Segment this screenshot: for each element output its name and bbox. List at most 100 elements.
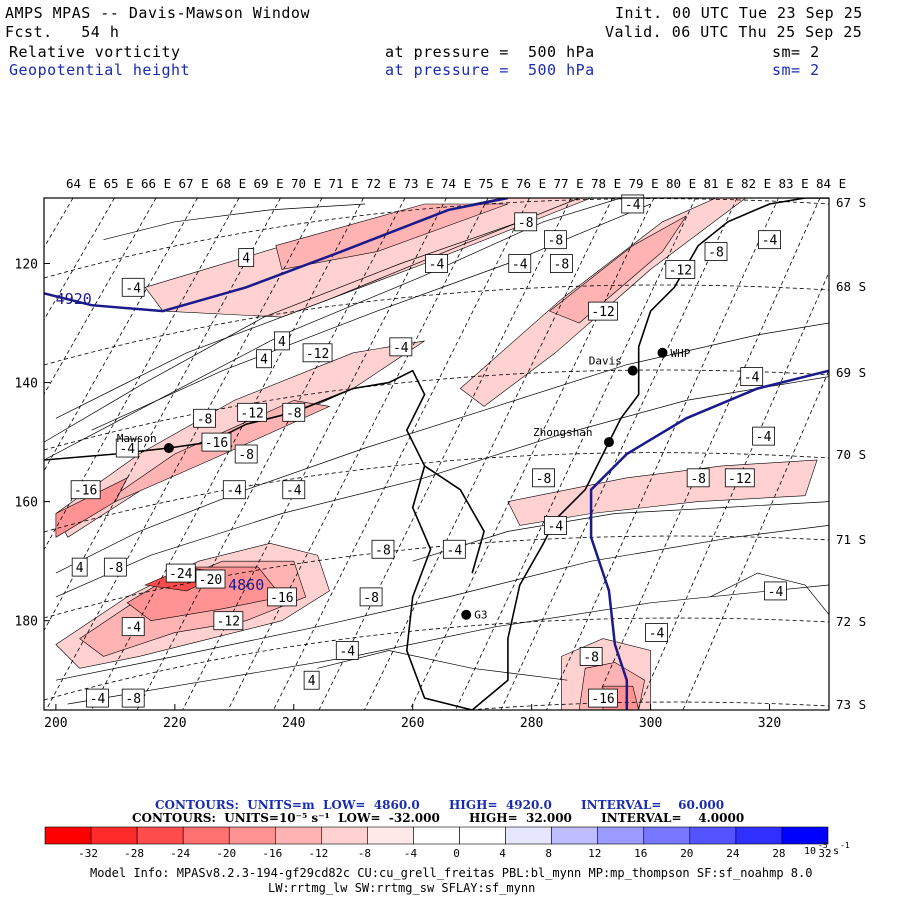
colorbar-units-suffix-exponent: -1 [840,841,850,850]
vorticity-label-box [121,277,145,297]
x-tick-label: 220 [163,716,186,731]
parallel-line [464,701,829,710]
vorticity-label: -8 [103,557,127,577]
vorticity-label: -4 [222,480,246,500]
vorticity-label-text: 4 [278,335,286,350]
colorbar-cell [182,826,230,845]
vorticity-label-box [704,242,728,261]
vorticity-label-text: -4 [125,281,141,296]
longitude-label: 73 E [404,176,434,191]
vorticity-band-4 [55,340,425,538]
colorbar-units-suffix: s [833,846,839,857]
height-contour-info: CONTOURS: UNITS=m LOW= 4860.0 HIGH= 4920… [155,798,725,812]
meridian-line [44,198,157,396]
vorticity-label-text: -8 [554,257,570,272]
vorticity-label-box [389,337,413,357]
latitude-labels: 67 S 68 S 69 S 70 S 71 S 72 S 73 S [836,195,866,712]
latitude-label: 73 S [836,697,866,712]
longitude-label: 64 E [66,176,96,191]
colorbar-cell [136,826,184,845]
y-tick-label: 140 [15,377,38,392]
colorbar-cell [90,826,138,845]
vorticity-label-text: -4 [762,234,778,249]
vorticity-contour [44,198,622,461]
station-name: Mawson [117,432,157,445]
vorticity-label-text: -8 [518,216,534,231]
longitude-label: 69 E [254,176,284,191]
x-axis-ticks: 200 220 240 260 280 300 320 [44,704,781,731]
vorticity-label: -8 [532,468,555,488]
vorticity-label-text: -4 [768,585,784,600]
vorticity-label-box [115,438,139,458]
vorticity-label: -12 [724,468,755,488]
vorticity-label-text: 4 [260,353,268,368]
station-mawson: Mawson [117,432,174,454]
longitude-label: 83 E [779,176,809,191]
vorticity-contour [709,572,829,615]
colorbar-tick-label: -12 [308,847,328,860]
height-label-layer: 4920 4860 [56,290,265,594]
vorticity-label: -8 [704,242,728,261]
vorticity-label-text: 4 [308,674,316,689]
colorbar-cell [367,826,414,845]
chart-title: AMPS MPAS -- Davis-Mawson Window [5,4,310,22]
longitude-label: 79 E [629,176,659,191]
field2-level: at pressure = 500 hPa [385,61,595,79]
vorticity-label: -8 [359,587,383,607]
vorticity-label-text: -8 [108,561,124,576]
station-whp: WHP [657,347,691,360]
vorticity-label-box [266,587,297,607]
parallel-line [44,535,829,619]
colorbar-cell [735,826,783,845]
x-tick-label: 280 [520,716,543,731]
vorticity-label-box [71,557,88,577]
latitude-label: 68 S [836,279,866,294]
longitude-label: 77 E [554,176,584,191]
parallel-line [44,369,829,451]
vorticity-label-box [724,468,755,488]
longitude-label: 72 E [366,176,396,191]
vorticity-label: -8 [686,468,710,488]
colorbar-cell [228,826,276,845]
y-axis-ticks: 120 140 160 180 [15,257,50,630]
vorticity-label-box [121,617,145,637]
vorticity-label-text: -4 [226,484,242,499]
vorticity-label-box [103,557,127,577]
vorticity-label-box [588,688,618,708]
vorticity-label: -8 [371,539,395,559]
parallel-line [44,452,829,533]
vorticity-label: -4 [115,438,139,458]
vorticity-label-text: -8 [375,543,391,558]
y-tick-label: 120 [15,257,38,272]
vorticity-label-box [238,248,255,267]
vorticity-label: -4 [442,539,466,559]
longitude-label: 84 E [816,176,846,191]
meridian-line [455,198,696,710]
coastline [44,198,829,710]
vorticity-label-text: -4 [125,621,141,636]
vorticity-contour [55,322,829,574]
vorticity-contour [55,376,829,598]
station-dot [461,609,472,620]
vorticity-label-text: -16 [74,484,97,499]
y-tick-label: 160 [15,496,38,511]
colorbar-tick-label: 32 [818,847,831,860]
vorticity-label: -8 [282,402,306,422]
init-time: Init. 00 UTC Tue 23 Sep 25 [615,4,863,22]
station-dot [603,437,614,448]
x-tick-label: 260 [401,716,424,731]
vorticity-band-3 [548,215,687,324]
vorticity-label: 4 [273,331,290,351]
station-g3: G3 [461,609,487,622]
vorticity-label-text: 4 [76,561,84,576]
coastline-path [44,198,829,710]
colorbar-tick-label: 8 [545,847,552,860]
station-name: Zhongshan [533,426,593,439]
vorticity-band-6 [55,477,128,538]
longitude-label: 65 E [104,176,134,191]
meridian-line [682,369,829,710]
vorticity-label: -4 [389,337,413,357]
longitude-label: 76 E [516,176,546,191]
forecast-label: Fcst. 54 h [5,23,119,41]
latitude-label: 71 S [836,532,866,547]
